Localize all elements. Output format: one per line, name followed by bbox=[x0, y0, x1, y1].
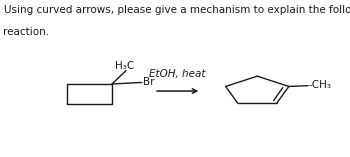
Text: Br: Br bbox=[144, 77, 155, 87]
Text: -CH₃: -CH₃ bbox=[309, 80, 332, 90]
Text: EtOH, heat: EtOH, heat bbox=[149, 68, 206, 78]
Text: Using curved arrows, please give a mechanism to explain the following eliminatio: Using curved arrows, please give a mecha… bbox=[4, 5, 350, 15]
Text: reaction.: reaction. bbox=[4, 27, 50, 37]
Text: H₃C: H₃C bbox=[115, 61, 134, 71]
